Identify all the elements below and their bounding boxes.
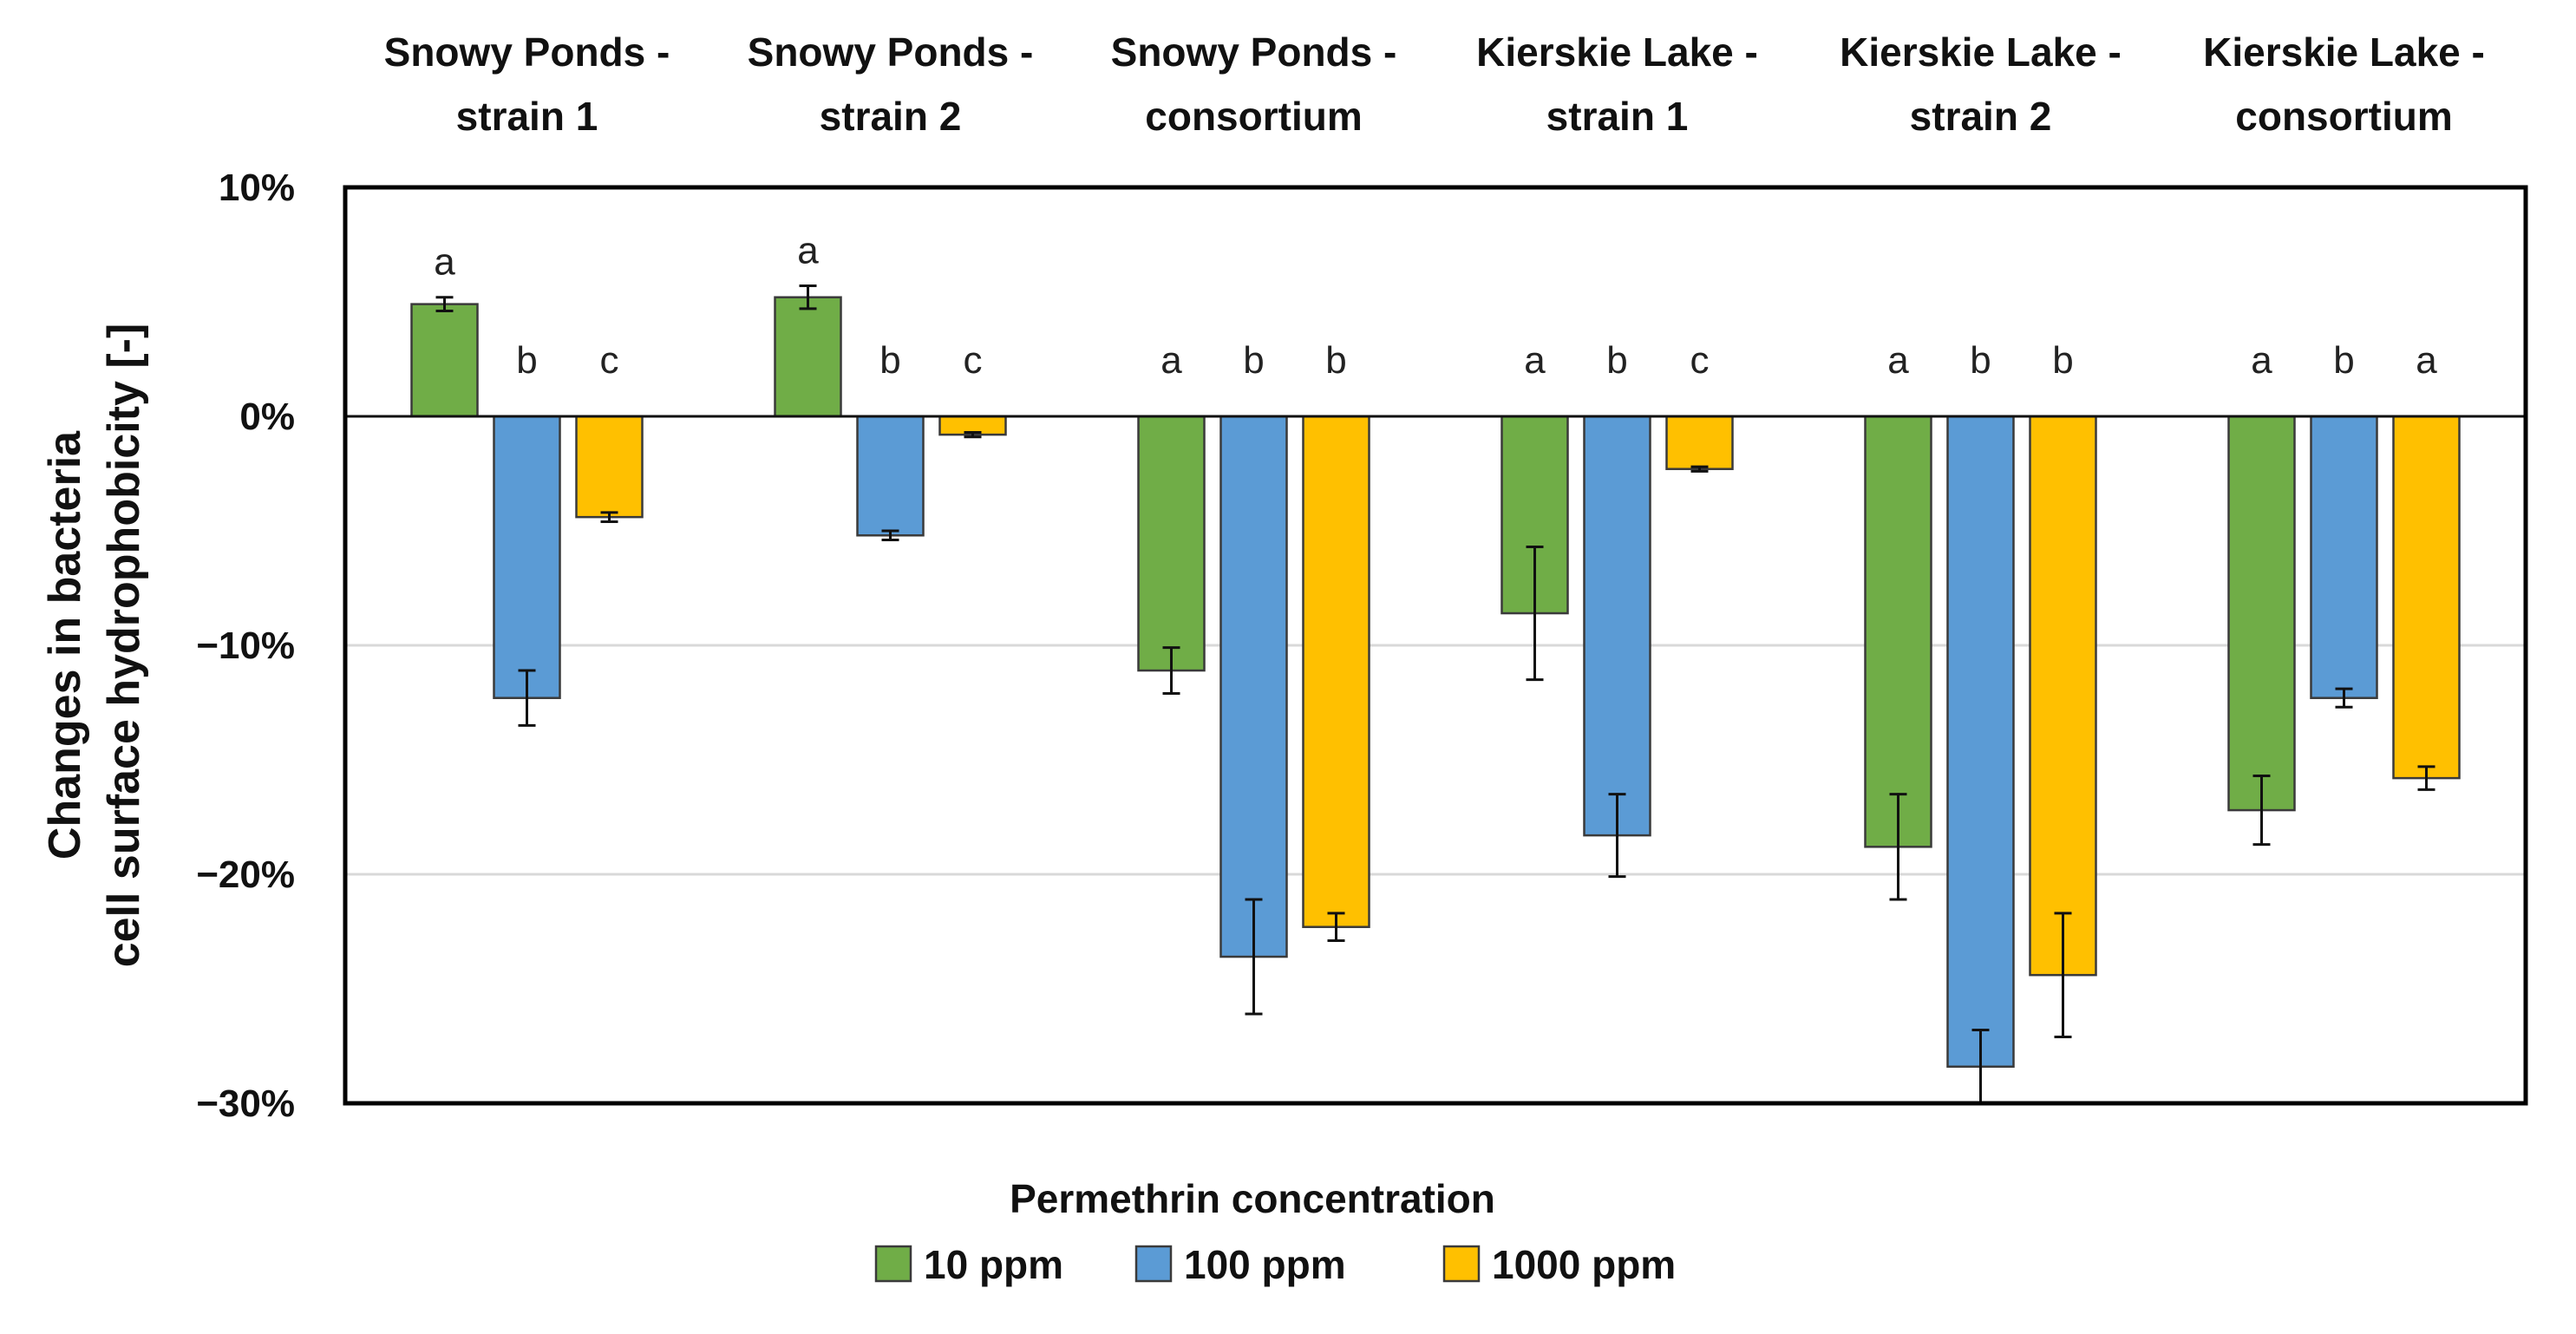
bar-1-0 [774,296,842,418]
category-label-line: Kierskie Lake - [1476,29,1758,75]
y-axis-title-line: Changes in bacteria [40,430,90,860]
legend-title: Permethrin concentration [1010,1176,1495,1221]
bar-4-0 [1864,415,1932,848]
significance-label-4-0: a [1887,339,1909,382]
bar-2-1 [1219,415,1288,958]
category-label-line: strain 2 [1910,94,2052,139]
significance-label-2-1: b [1243,339,1264,382]
legend-swatch-1 [1134,1245,1173,1283]
significance-label-0-0: a [434,241,455,284]
category-label-line: consortium [2235,94,2452,139]
category-label-line: strain 1 [1546,94,1689,139]
category-label-4: Kierskie Lake - strain 2 [1840,29,2122,139]
significance-label-5-1: b [2333,339,2354,382]
legend-label-0: 10 ppm [924,1242,1063,1287]
category-label-0: Snowy Ponds - strain 1 [384,29,670,139]
bar-5-0 [2227,415,2296,812]
bar-0-1 [493,415,561,699]
bar-1-1 [856,415,925,537]
significance-label-1-1: b [879,339,900,382]
bar-0-2 [575,415,644,519]
significance-label-5-2: a [2416,339,2437,382]
category-label-line: strain 2 [820,94,962,139]
significance-label-4-1: b [1970,339,1991,382]
significance-label-0-2: c [600,339,619,382]
significance-label-3-1: b [1606,339,1627,382]
significance-label-4-2: b [2052,339,2073,382]
y-tick-label: −30% [196,1082,295,1125]
y-tick-label: 0% [239,396,295,438]
bar-2-0 [1137,415,1206,672]
legend-label-1: 100 ppm [1184,1242,1346,1287]
category-label-3: Kierskie Lake - strain 1 [1476,29,1758,139]
y-tick-label: −20% [196,853,295,896]
category-label-5: Kierskie Lake - consortium [2203,29,2485,139]
legend: Permethrin concentration 10 ppm 100 ppm 100… [874,1176,1676,1287]
significance-label-2-2: b [1325,339,1346,382]
bar-3-2 [1665,415,1734,470]
category-label-line: Snowy Ponds - [748,29,1034,75]
plot-frame [343,185,2528,1106]
y-axis-title: Changes in bacteria cell surface hydropho… [40,324,149,968]
category-label-line: Kierskie Lake - [2203,29,2485,75]
labels: a b c Snowy Ponds - strain 1 a b c Snowy Ponds -… [40,29,2485,1125]
significance-label-0-1: b [516,339,537,382]
bar-2-2 [1302,415,1370,928]
bars [410,284,2461,1105]
legend-swatch-0 [874,1245,912,1283]
bar-0-0 [410,303,479,418]
y-tick-label: −10% [196,624,295,667]
significance-label-1-0: a [797,230,819,272]
category-label-line: Kierskie Lake - [1840,29,2122,75]
y-tick-label: 10% [219,167,295,209]
gridlines [345,644,2526,876]
plot-border [343,185,2528,1106]
category-label-line: Snowy Ponds - [384,29,670,75]
legend-swatch-2 [1442,1245,1481,1283]
category-label-2: Snowy Ponds - consortium [1111,29,1397,139]
significance-label-2-0: a [1161,339,1182,382]
bar-4-1 [1946,415,2015,1069]
bar-5-1 [2310,415,2378,699]
bar-4-2 [2029,415,2097,977]
significance-label-3-0: a [1524,339,1546,382]
legend-label-2: 1000 ppm [1492,1242,1676,1287]
category-label-1: Snowy Ponds - strain 2 [748,29,1034,139]
bar-5-2 [2392,415,2461,780]
significance-label-5-0: a [2251,339,2272,382]
y-axis-title-line: cell surface hydrophobicity [-] [99,324,149,968]
category-label-line: Snowy Ponds - [1111,29,1397,75]
significance-label-3-2: c [1690,339,1710,382]
bar-3-1 [1583,415,1651,837]
significance-label-1-2: c [964,339,983,382]
category-label-line: consortium [1145,94,1362,139]
category-label-line: strain 1 [456,94,598,139]
